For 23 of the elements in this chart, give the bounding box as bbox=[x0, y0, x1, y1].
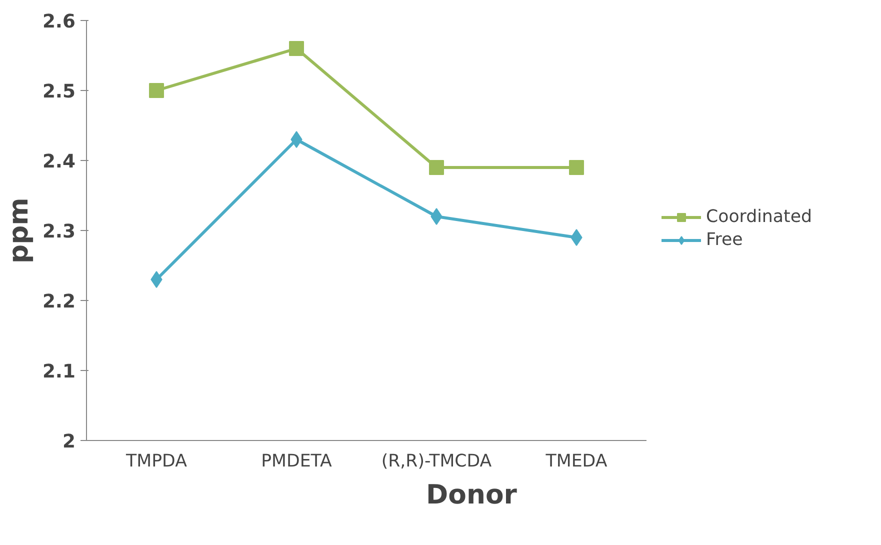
point bbox=[429, 160, 444, 175]
legend-label: Coordinated bbox=[706, 207, 812, 227]
y-tick-label: 2 bbox=[62, 432, 76, 452]
point bbox=[290, 131, 302, 148]
point bbox=[569, 160, 584, 175]
x-axis-title: Donor bbox=[426, 480, 518, 510]
y-tick-label: 2.5 bbox=[42, 82, 76, 102]
legend-label: Free bbox=[706, 230, 743, 250]
point bbox=[289, 41, 304, 56]
point bbox=[430, 208, 442, 225]
y-tick-label: 2.1 bbox=[42, 362, 76, 382]
x-tick-label: TMPDA bbox=[125, 452, 188, 472]
y-tick-label: 2.2 bbox=[42, 292, 76, 312]
point bbox=[150, 271, 162, 288]
y-tick-label: 2.4 bbox=[42, 152, 76, 172]
y-tick-label: 2.3 bbox=[42, 222, 76, 242]
x-tick-label: TMEDA bbox=[544, 452, 608, 472]
point bbox=[149, 83, 164, 98]
y-tick-label: 2.6 bbox=[42, 12, 76, 32]
point bbox=[570, 229, 582, 246]
x-tick-label: (R,R)-TMCDA bbox=[381, 452, 492, 472]
x-tick-label: PMDETA bbox=[261, 452, 332, 472]
y-axis-title: ppm bbox=[3, 198, 34, 264]
